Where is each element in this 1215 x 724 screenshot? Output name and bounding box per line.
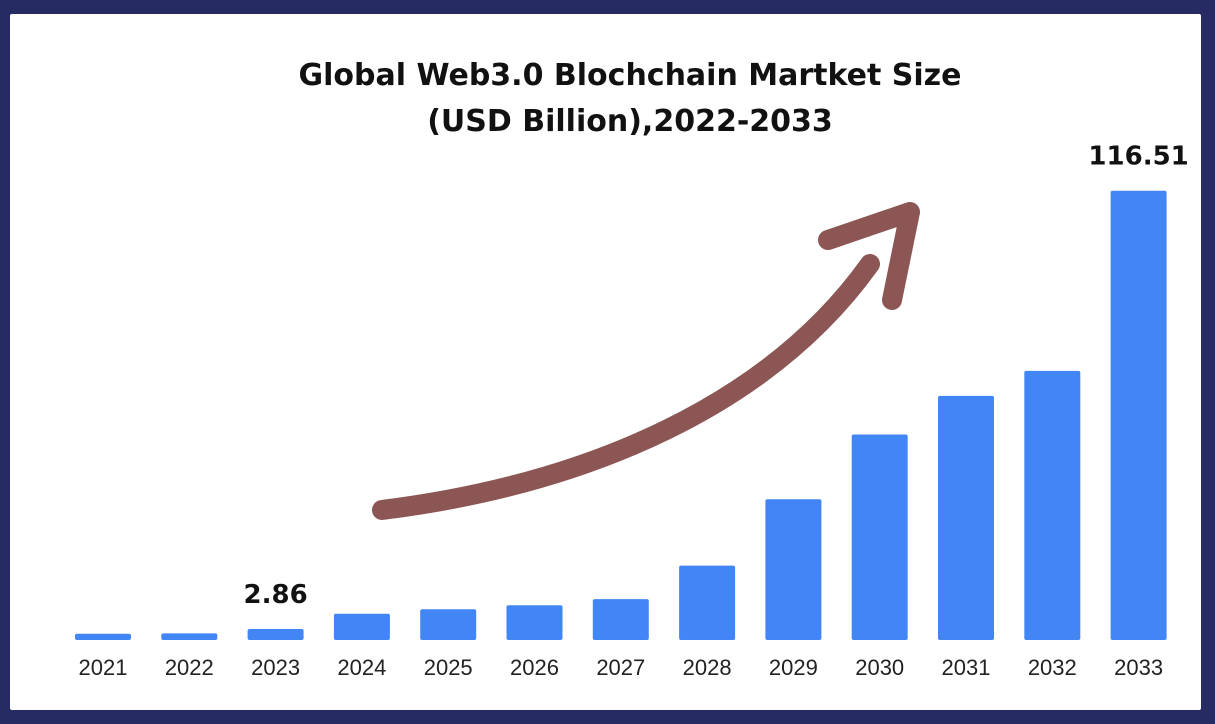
chart-title-line-1: Global Web3.0 Blochchain Martket Size xyxy=(298,58,962,93)
bar-2031 xyxy=(938,395,994,640)
bar-2030 xyxy=(851,434,908,640)
bar-2028 xyxy=(679,565,736,640)
x-tick-label-2024: 2024 xyxy=(337,655,386,680)
bar-2023 xyxy=(247,629,304,640)
x-tick-label-2031: 2031 xyxy=(942,655,991,680)
x-tick-label-2021: 2021 xyxy=(79,655,128,680)
bar-2025 xyxy=(420,609,477,640)
chart-panel: Global Web3.0 Blochchain Martket Size (U… xyxy=(10,14,1201,710)
bar-2024 xyxy=(333,613,390,640)
x-tick-label-2029: 2029 xyxy=(769,655,818,680)
x-tick-label-2028: 2028 xyxy=(683,655,732,680)
bar-chart: 2021 2022 2023 2024 2025 2026 2027 2028 2029 2030… xyxy=(75,142,1189,680)
bar-2021 xyxy=(75,633,131,640)
bar-2027 xyxy=(592,599,649,640)
x-tick-label-2023: 2023 xyxy=(251,655,300,680)
x-tick-label-2025: 2025 xyxy=(424,655,473,680)
x-tick-label-2033: 2033 xyxy=(1114,655,1163,680)
bar-2026 xyxy=(506,605,563,640)
bar-2029 xyxy=(765,499,822,640)
bar-2033 xyxy=(1110,190,1167,640)
x-tick-label-2027: 2027 xyxy=(596,655,645,680)
chart-title-line-2: (USD Billion),2022-2033 xyxy=(427,104,833,139)
bar-2022 xyxy=(161,633,218,640)
trend-arrow-icon xyxy=(372,202,920,520)
x-tick-label-2026: 2026 xyxy=(510,655,559,680)
data-label-2023: 2.86 xyxy=(244,580,308,610)
x-tick-label-2022: 2022 xyxy=(165,655,214,680)
x-tick-label-2032: 2032 xyxy=(1028,655,1077,680)
bar-2032 xyxy=(1024,370,1081,640)
data-label-2033: 116.51 xyxy=(1088,142,1188,172)
x-tick-label-2030: 2030 xyxy=(855,655,904,680)
